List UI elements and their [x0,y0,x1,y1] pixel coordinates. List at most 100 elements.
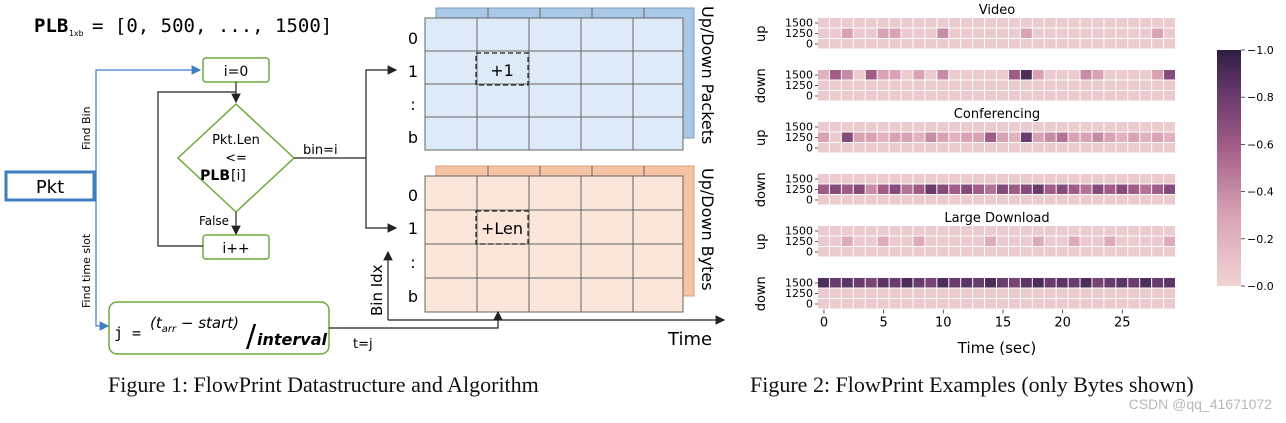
heatmap-cell [1092,299,1104,309]
heatmap-cell [865,91,877,101]
heatmap-cell [1032,299,1044,309]
heatmap-cell [901,184,913,194]
heatmap-cell [973,236,985,246]
heatmap-cell [829,184,841,194]
pkt-label: Pkt [36,177,64,198]
heatmap-cell [1068,299,1080,309]
heatmap-cell [925,80,937,90]
heatmap-cell [1020,122,1032,132]
heatmap-cell [1008,80,1020,90]
heatmap-cell [937,91,949,101]
heatmap-cell [937,184,949,194]
heatmap-cell [913,174,925,184]
heatmap-cell [1032,70,1044,80]
heatmap-cell [901,122,913,132]
row-tick-label: 0 [806,194,813,207]
bin-eq-label: bin=i [303,143,338,158]
heatmap-cell [1104,278,1116,288]
heatmap-cell [901,70,913,80]
heatmap-cell [925,143,937,153]
heatmap-cell [1164,184,1175,194]
heatmap-cell [1140,39,1152,49]
heatmap-cell [1128,91,1140,101]
heatmap-cell [961,184,973,194]
heatmap-cell [853,80,865,90]
heatmap-cell [853,143,865,153]
heatmap-cell [1080,299,1092,309]
plb-label: PLB [34,15,68,37]
heatmap-cell [1032,132,1044,142]
heatmap-cell [1008,184,1020,194]
heatmap-cell [913,70,925,80]
heatmap-cell [865,18,877,28]
heatmap-cell [1104,91,1116,101]
heatmap-cell [937,247,949,257]
condition-index: [i] [231,168,246,184]
heatmap-cell [913,91,925,101]
bytes-row-1: 1 [408,219,418,238]
heatmap-cell [1128,80,1140,90]
heatmap-cell [1152,195,1164,205]
heatmap-cell [1056,143,1068,153]
heatmap-cell [1020,247,1032,257]
heatmap-cell [961,299,973,309]
heatmap-cell [949,288,961,298]
heatmap-cell [1092,39,1104,49]
heatmap-cell [841,288,853,298]
heatmap-cell [1020,91,1032,101]
heatmap-cell [985,288,996,298]
false-label: False [199,214,229,228]
heatmap-cell [1104,299,1116,309]
heatmap-cell [973,39,985,49]
heatmap-cell [1008,236,1020,246]
packets-row-dots: : [410,95,415,114]
heatmap-cell [841,226,853,236]
heatmap-cell [853,28,865,38]
heatmap-cell [1092,226,1104,236]
heatmap-cell [829,247,841,257]
heatmap-cell [829,174,841,184]
panel-title: Conferencing [954,107,1040,122]
heatmap-cell [1008,226,1020,236]
heatmap-cell [1164,288,1175,298]
heatmap-cell [1164,247,1175,257]
heatmap-cell [1008,299,1020,309]
heatmap-cell [1104,132,1116,142]
heatmap-cell [1044,236,1056,246]
heatmap-cell [877,236,889,246]
heatmap-cell [949,122,961,132]
heatmap-cell [1020,195,1032,205]
heatmap-cell [1056,288,1068,298]
heatmap-cell [973,195,985,205]
heatmap-cell [877,70,889,80]
heatmap-cell [913,143,925,153]
heatmap-cell [937,174,949,184]
heatmap-cell [949,91,961,101]
bytes-row-0: 0 [408,186,418,205]
heatmap-cell [961,70,973,80]
time-label: Time [667,329,712,350]
heatmap-cell [1068,70,1080,80]
row-tick-label: 1250 [785,235,813,248]
heatmap-cell [1116,132,1128,142]
heatmap-cell [829,236,841,246]
heatmap-cell [961,122,973,132]
heatmap-cell [925,278,937,288]
heatmap-cell [1068,288,1080,298]
heatmap-cell [1044,143,1056,153]
heatmap-cell [865,195,877,205]
heatmap-cell [1068,226,1080,236]
heatmap-cell [1128,195,1140,205]
heatmap-cell [1020,184,1032,194]
heatmap-cell [1080,28,1092,38]
heatmap-cell [1116,226,1128,236]
heatmap-cell [877,28,889,38]
heatmap-cell [1008,278,1020,288]
heatmap-cell [877,288,889,298]
heatmap-cell [829,91,841,101]
heatmap-cell [913,278,925,288]
heatmap-cell [973,184,985,194]
heatmap-cell [841,132,853,142]
direction-label: down [754,276,769,311]
